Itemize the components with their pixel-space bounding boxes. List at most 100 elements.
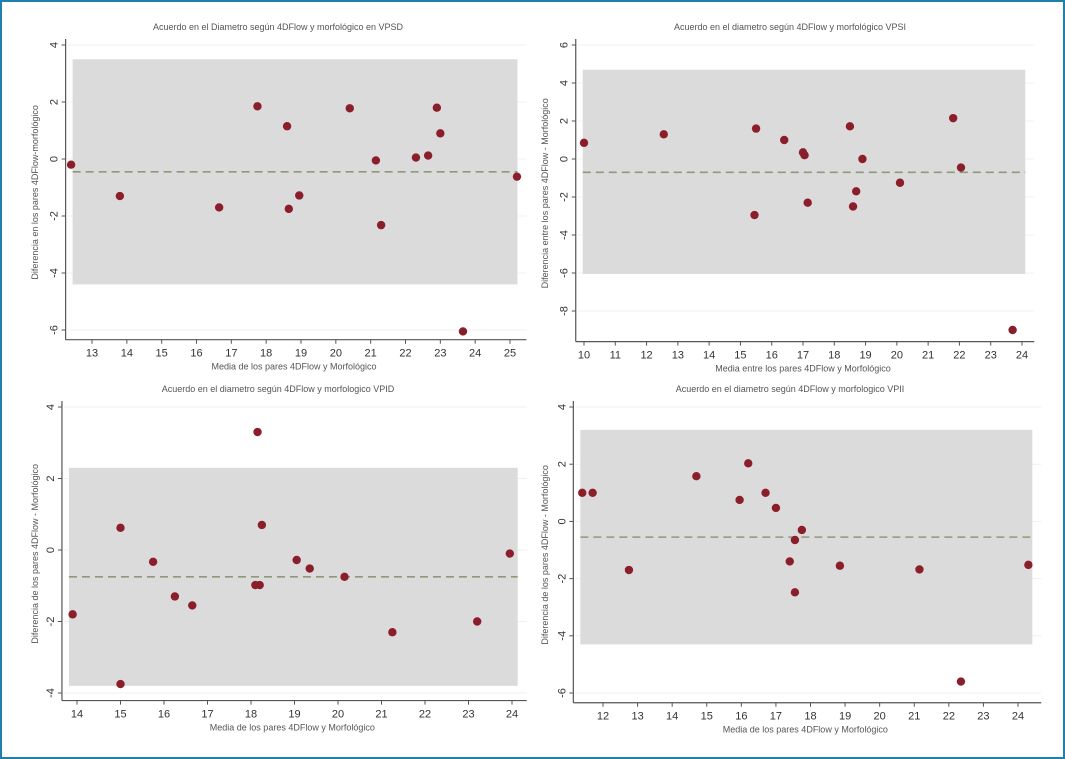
y-tick-label: 2 — [49, 99, 61, 105]
x-tick-label: 16 — [190, 348, 202, 360]
x-tick-label: 17 — [225, 348, 237, 360]
data-point — [253, 427, 262, 437]
y-tick-label: -6 — [556, 688, 568, 698]
x-tick-label: 11 — [610, 350, 621, 362]
data-point — [790, 535, 800, 545]
y-tick-label: -2 — [49, 211, 61, 221]
x-tick-label: 18 — [260, 348, 272, 360]
data-point — [255, 580, 264, 590]
x-tick-label: 23 — [434, 348, 446, 360]
y-tick-label: 4 — [559, 80, 571, 86]
x-tick-label: 20 — [332, 709, 344, 721]
data-point — [170, 592, 180, 601]
y-tick-label: 4 — [556, 404, 568, 410]
data-point — [214, 203, 224, 212]
data-point — [284, 204, 294, 214]
x-tick-label: 20 — [330, 348, 342, 360]
x-tick-label: 24 — [506, 709, 518, 721]
data-point — [915, 565, 924, 574]
x-tick-label: 18 — [245, 709, 257, 721]
data-point — [292, 555, 301, 565]
x-tick-label: 18 — [828, 350, 840, 362]
x-tick-label: 13 — [672, 350, 684, 362]
x-tick-label: 20 — [891, 350, 903, 362]
x-tick-label: 14 — [666, 711, 678, 723]
data-point — [845, 122, 855, 131]
data-point — [68, 610, 77, 619]
data-point — [432, 103, 442, 112]
chart-title: Acuerdo en el Diametro según 4DFlow y mo… — [153, 22, 404, 32]
data-point — [505, 549, 515, 558]
y-tick-label: 0 — [45, 547, 57, 553]
data-point — [512, 172, 522, 181]
x-tick-label: 13 — [631, 711, 643, 723]
x-tick-label: 21 — [908, 711, 920, 723]
data-point — [148, 557, 158, 566]
data-point — [473, 617, 482, 626]
x-tick-label: 19 — [859, 350, 871, 362]
data-point — [751, 124, 761, 133]
x-tick-label: 19 — [288, 709, 300, 721]
x-axis-label: Media de los pares 4DFlow y Morfológico — [723, 725, 888, 735]
data-point — [257, 520, 267, 530]
x-tick-label: 21 — [375, 709, 387, 721]
x-tick-label: 24 — [1012, 711, 1024, 723]
data-point — [115, 191, 125, 201]
data-point — [388, 628, 397, 637]
y-tick-label: 0 — [556, 518, 568, 524]
data-point — [948, 113, 958, 123]
chart-title: Acuerdo en el diametro según 4DFlow y mo… — [674, 22, 906, 32]
x-tick-label: 25 — [504, 348, 516, 360]
x-tick-label: 24 — [1016, 350, 1028, 362]
x-tick-label: 24 — [469, 348, 481, 360]
x-tick-label: 19 — [839, 711, 851, 723]
x-tick-label: 20 — [874, 711, 886, 723]
y-axis-label: Diferencia de los pares 4DFlow - Morfoló… — [540, 465, 550, 645]
x-axis-label: Media entre los pares 4DFlow y Morfológi… — [715, 364, 891, 374]
x-tick-label: 23 — [977, 711, 989, 723]
data-point — [785, 557, 794, 566]
y-tick-label: 0 — [559, 156, 571, 162]
x-tick-label: 12 — [640, 350, 652, 362]
data-point — [340, 572, 349, 582]
data-point — [116, 523, 125, 533]
y-tick-label: -4 — [45, 688, 57, 698]
data-point — [116, 679, 125, 689]
data-point — [579, 138, 589, 148]
y-axis-label: Diferencia entre los pares 4DFlow - Morf… — [540, 98, 550, 288]
x-tick-label: 16 — [766, 350, 778, 362]
data-point — [659, 130, 668, 139]
data-point — [790, 588, 800, 597]
data-point — [851, 187, 861, 196]
y-tick-label: 4 — [49, 42, 61, 48]
data-point — [423, 151, 433, 160]
data-point — [895, 178, 905, 187]
data-point — [956, 677, 966, 686]
data-point — [345, 104, 354, 113]
x-tick-label: 23 — [462, 709, 474, 721]
x-tick-label: 12 — [597, 711, 609, 723]
y-tick-label: 2 — [559, 118, 571, 124]
y-tick-label: 2 — [45, 475, 57, 481]
x-tick-label: 17 — [797, 350, 809, 362]
data-point — [692, 472, 701, 481]
data-point — [797, 525, 807, 535]
data-point — [295, 191, 304, 200]
y-tick-label: 0 — [49, 156, 61, 162]
x-tick-label: 21 — [365, 348, 377, 360]
x-tick-label: 19 — [295, 348, 307, 360]
x-tick-label: 15 — [734, 350, 746, 362]
y-tick-label: -4 — [49, 268, 61, 278]
x-tick-label: 18 — [804, 711, 816, 723]
data-point — [803, 198, 812, 207]
chart-title: Acuerdo en el diametro según 4DFlow y mo… — [676, 384, 905, 394]
data-point — [761, 488, 770, 497]
data-point — [1024, 560, 1033, 570]
x-tick-label: 23 — [985, 350, 997, 362]
